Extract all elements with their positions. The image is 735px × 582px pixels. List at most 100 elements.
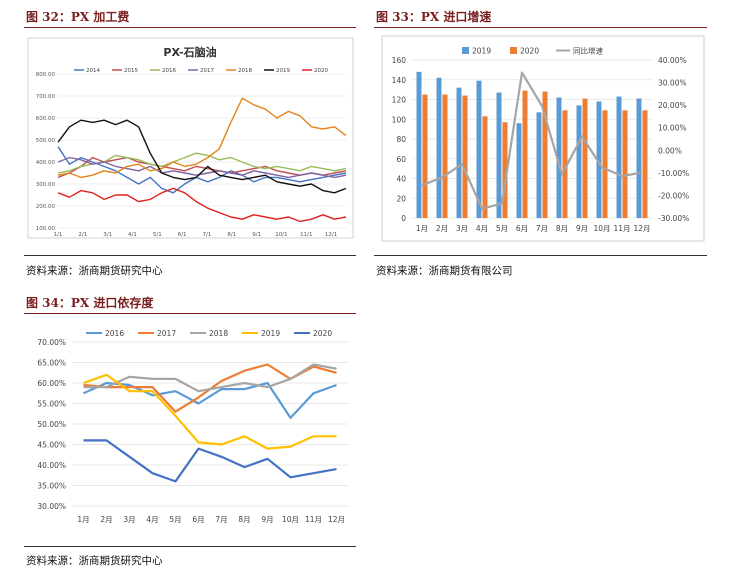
x-tick-label: 12月: [633, 224, 650, 233]
series-line-2018: [83, 363, 337, 393]
y-tick-label: 200.00: [36, 204, 56, 210]
x-tick-label: 3月: [456, 224, 468, 233]
series-line-2020: [57, 187, 347, 223]
legend-swatch: [510, 47, 517, 54]
series-line-2018: [57, 97, 347, 179]
chart-frame: [27, 37, 354, 239]
x-tick-label: 3月: [123, 515, 135, 524]
y-tick-label: 60: [396, 155, 406, 164]
legend-label: 2020: [313, 329, 332, 338]
x-tick-label: 1月: [77, 515, 89, 524]
y-tick-label: 160: [392, 56, 407, 65]
x-tick-label: 1月: [416, 224, 428, 233]
x-tick-label: 9/1: [252, 232, 261, 238]
x-tick-label: 9月: [576, 224, 588, 233]
legend-label: 2015: [124, 68, 138, 74]
legend-label: 同比增速: [573, 46, 603, 56]
px-import-dependence-chart: 30.00% 35.00% 40.00% 45.00% 50.00% 55.00% 60.0…: [37, 329, 348, 524]
legend-label: 2019: [261, 329, 280, 338]
x-tick-label: 2月: [436, 224, 448, 233]
x-tick-label: 11月: [613, 224, 630, 233]
y2-tick-label: 20.00%: [658, 101, 687, 110]
series-line-2019: [57, 119, 347, 194]
series-line-2017: [57, 156, 347, 179]
y-tick-label: 20: [396, 194, 406, 203]
bar-2019: [556, 97, 562, 218]
bar-2019: [536, 112, 542, 218]
series-line-2016: [57, 152, 347, 174]
series-line-2020: [83, 439, 337, 483]
bar-2020: [522, 90, 528, 218]
x-tick-label: 10月: [593, 224, 610, 233]
bar-2020: [542, 91, 548, 218]
y2-tick-label: 0.00%: [658, 146, 682, 155]
x-tick-label: 3/1: [103, 232, 112, 238]
x-tick-label: 8月: [556, 224, 568, 233]
fig33-source: 资料来源：浙商期货有限公司: [376, 265, 513, 277]
bar-2019: [476, 80, 482, 218]
y-tick-label: 700.00: [36, 94, 56, 100]
y-tick-label: 300.00: [36, 182, 56, 188]
fig34-source: 资料来源：浙商期货研究中心: [26, 555, 163, 567]
bar-2020: [442, 94, 448, 218]
legend-label: 2019: [472, 47, 491, 56]
y-tick-label: 140: [392, 76, 407, 85]
bar-2019: [416, 71, 422, 218]
y2-tick-label: 40.00%: [658, 56, 687, 65]
y-tick-label: 65.00%: [37, 359, 66, 368]
y-tick-label: 80: [396, 135, 406, 144]
series-line-2016: [83, 381, 337, 420]
fig33-title-rule: [374, 27, 707, 28]
x-tick-label: 7月: [215, 515, 227, 524]
y2-tick-label: -20.00%: [658, 191, 689, 200]
fig34-title: 图 34：PX 进口依存度: [26, 296, 154, 310]
bar-2019: [636, 98, 642, 218]
x-tick-label: 6/1: [178, 232, 187, 238]
x-tick-label: 10/1: [275, 232, 287, 238]
x-tick-label: 5月: [496, 224, 508, 233]
x-tick-label: 11月: [305, 515, 322, 524]
y2-tick-label: -10.00%: [658, 169, 689, 178]
bar-2020: [622, 110, 628, 218]
bar-2019: [456, 87, 462, 219]
fig32-source: 资料来源：浙商期货研究中心: [26, 265, 163, 277]
fig34-title-rule: [24, 313, 356, 314]
chart-title: PX-石脑油: [163, 45, 216, 59]
bar-2019: [436, 77, 442, 219]
y-tick-label: 35.00%: [37, 482, 66, 491]
legend-label: 2018: [209, 329, 228, 338]
x-tick-label: 11/1: [300, 232, 312, 238]
y-tick-label: 400.00: [36, 160, 56, 166]
y-tick-label: 500.00: [36, 138, 56, 144]
y-tick-label: 0: [401, 214, 406, 223]
x-tick-label: 10月: [282, 515, 299, 524]
x-tick-label: 6月: [192, 515, 204, 524]
legend-label: 2016: [162, 68, 176, 74]
fig34-source-rule: [24, 546, 356, 547]
bar-2019: [516, 123, 522, 218]
y-tick-label: 70.00%: [37, 338, 66, 347]
x-tick-label: 6月: [516, 224, 528, 233]
y-tick-label: 40: [396, 175, 406, 184]
legend-label: 2017: [157, 329, 176, 338]
legend-label: 2014: [86, 68, 100, 74]
legend-swatch: [462, 47, 469, 54]
y-tick-label: 100.00: [36, 226, 56, 232]
x-tick-label: 5月: [169, 515, 181, 524]
fig33-title: 图 33：PX 进口增速: [376, 10, 492, 24]
x-tick-label: 7月: [536, 224, 548, 233]
bar-2019: [596, 101, 602, 218]
series-line-2014: [57, 146, 347, 194]
x-tick-label: 1/1: [54, 232, 63, 238]
legend-label: 2020: [314, 68, 328, 74]
x-tick-label: 5/1: [153, 232, 162, 238]
fig32-title-rule: [24, 27, 356, 28]
y-tick-label: 30.00%: [37, 502, 66, 511]
series-line-2019: [83, 373, 337, 450]
bar-2020: [502, 122, 508, 218]
y-tick-label: 600.00: [36, 116, 56, 122]
legend-label: 2018: [238, 68, 252, 74]
series-line-yoy: [421, 71, 643, 210]
y2-tick-label: -30.00%: [658, 214, 689, 223]
bar-2019: [496, 92, 502, 218]
